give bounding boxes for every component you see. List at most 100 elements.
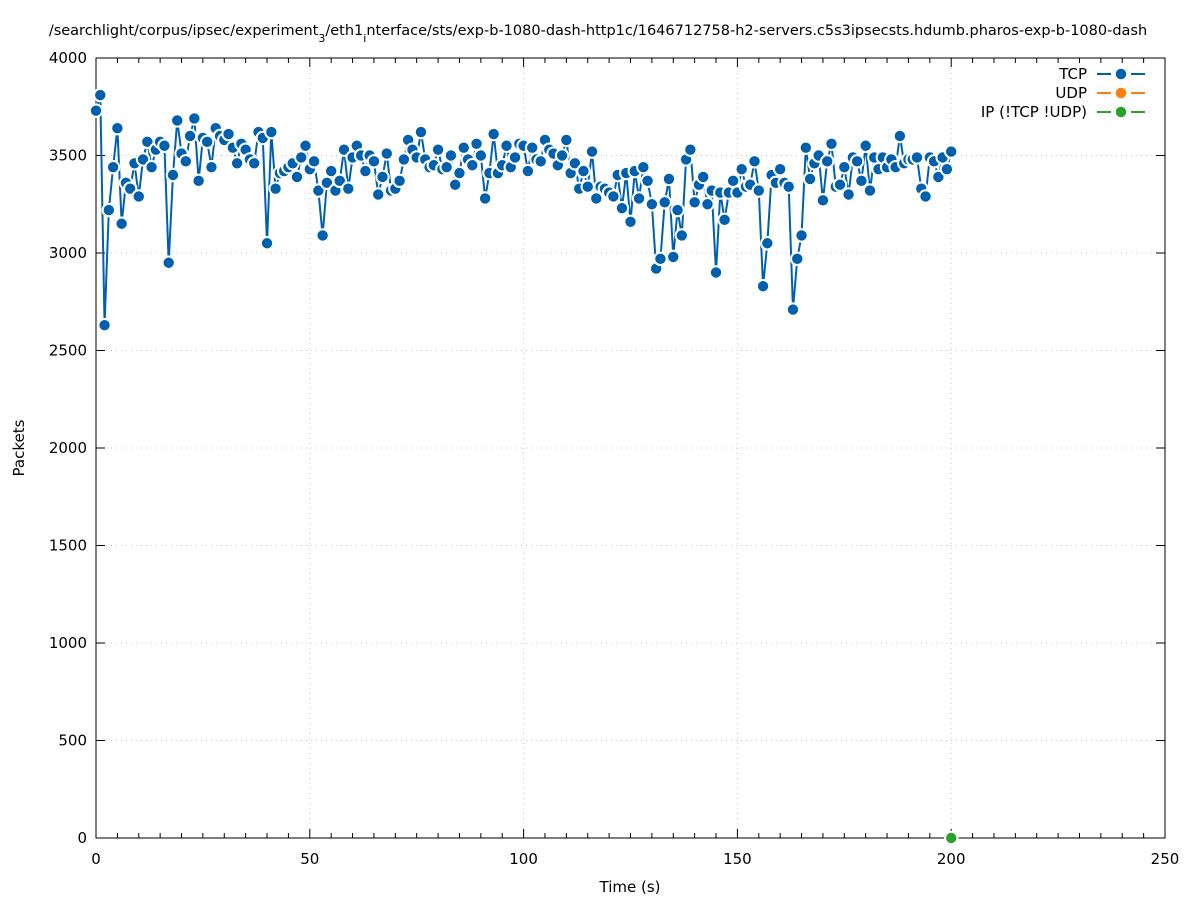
data-point [614, 200, 630, 216]
data-point [939, 161, 955, 177]
data-point [306, 154, 322, 169]
data-point [708, 265, 724, 280]
data-point [97, 317, 112, 333]
y-tick-label: 0 [77, 829, 87, 847]
data-point [259, 236, 275, 251]
data-point [371, 187, 386, 202]
series-ip-tcp-udp [944, 830, 959, 846]
y-tick-label: 1500 [49, 537, 87, 555]
data-point [854, 173, 869, 189]
data-point [447, 177, 463, 192]
data-point [747, 154, 762, 169]
y-axis-label: Packets [10, 419, 28, 476]
data-point [631, 191, 647, 206]
data-point [725, 173, 741, 189]
data-point [93, 87, 108, 103]
data-point [289, 169, 305, 185]
y-tick-label: 2500 [49, 342, 87, 360]
data-point [862, 183, 878, 198]
data-point [832, 177, 848, 192]
legend-label: TCP [1058, 65, 1087, 83]
data-point [653, 251, 668, 267]
data-point [670, 202, 685, 218]
data-point [824, 136, 839, 152]
data-point [554, 148, 570, 163]
data-point [375, 169, 390, 185]
data-point [315, 228, 330, 243]
x-tick-label: 200 [937, 850, 966, 868]
data-point [837, 160, 852, 175]
axis-ticks: 0 50 100 150 200 2500500100015002000250030003… [49, 49, 1180, 868]
data-point [430, 142, 446, 157]
data-point [892, 128, 908, 144]
data-point [520, 163, 536, 179]
data-point [439, 160, 454, 175]
data-point [465, 158, 480, 173]
data-point [469, 136, 484, 152]
data-point [700, 197, 715, 212]
data-point [755, 278, 771, 294]
data-point [781, 179, 796, 194]
data-point [413, 124, 429, 140]
legend-item: UDP [1055, 84, 1145, 102]
data-point [187, 111, 202, 126]
data-point [661, 171, 677, 187]
data-point [785, 302, 801, 317]
legend-swatch-marker [1114, 86, 1128, 100]
data-point [819, 154, 835, 169]
data-point [683, 142, 698, 157]
data-point [298, 138, 313, 153]
data-point [366, 154, 382, 169]
series-tcp [88, 87, 959, 333]
data-point [157, 138, 172, 153]
data-point [170, 113, 185, 128]
legend-label: UDP [1055, 84, 1087, 102]
data-point [584, 144, 600, 159]
data-point [717, 212, 732, 228]
x-tick-label: 0 [91, 850, 101, 868]
x-tick-label: 50 [300, 850, 319, 868]
data-point [944, 830, 959, 846]
data-point [110, 121, 125, 136]
data-point [294, 150, 309, 165]
data-point [606, 189, 621, 204]
data-point [358, 163, 373, 179]
data-point [486, 126, 501, 142]
y-tick-label: 2000 [49, 439, 87, 457]
data-point [849, 154, 865, 169]
data-point [199, 134, 215, 150]
data-point [178, 154, 193, 169]
data-point [131, 189, 146, 204]
data-point [182, 128, 198, 144]
data-point [456, 140, 471, 155]
data-point [191, 173, 206, 189]
legend-item: IP (!TCP !UDP) [981, 103, 1145, 121]
data-point [674, 228, 690, 243]
x-tick-label: 250 [1151, 850, 1180, 868]
chart-title: /searchlight/corpus/ipsec/experiment3/et… [49, 23, 1147, 45]
data-point [477, 191, 493, 206]
legend-item: TCP [1058, 65, 1145, 83]
data-point [161, 255, 176, 270]
data-point [473, 148, 489, 163]
data-point [798, 140, 814, 155]
data-point [443, 148, 459, 163]
data-point [666, 249, 681, 265]
data-point [695, 169, 711, 185]
data-point [687, 195, 702, 210]
legend-swatch-marker [1114, 67, 1128, 81]
data-point [229, 156, 245, 171]
data-point [751, 183, 766, 198]
data-point [221, 126, 236, 142]
data-point [379, 146, 394, 161]
y-tick-label: 4000 [49, 49, 87, 67]
data-point [101, 202, 117, 218]
data-point [264, 124, 279, 140]
legend-swatch-marker [1114, 105, 1128, 119]
data-point [815, 193, 831, 208]
data-point [657, 195, 672, 210]
data-point [944, 144, 959, 159]
data-point [640, 173, 655, 189]
